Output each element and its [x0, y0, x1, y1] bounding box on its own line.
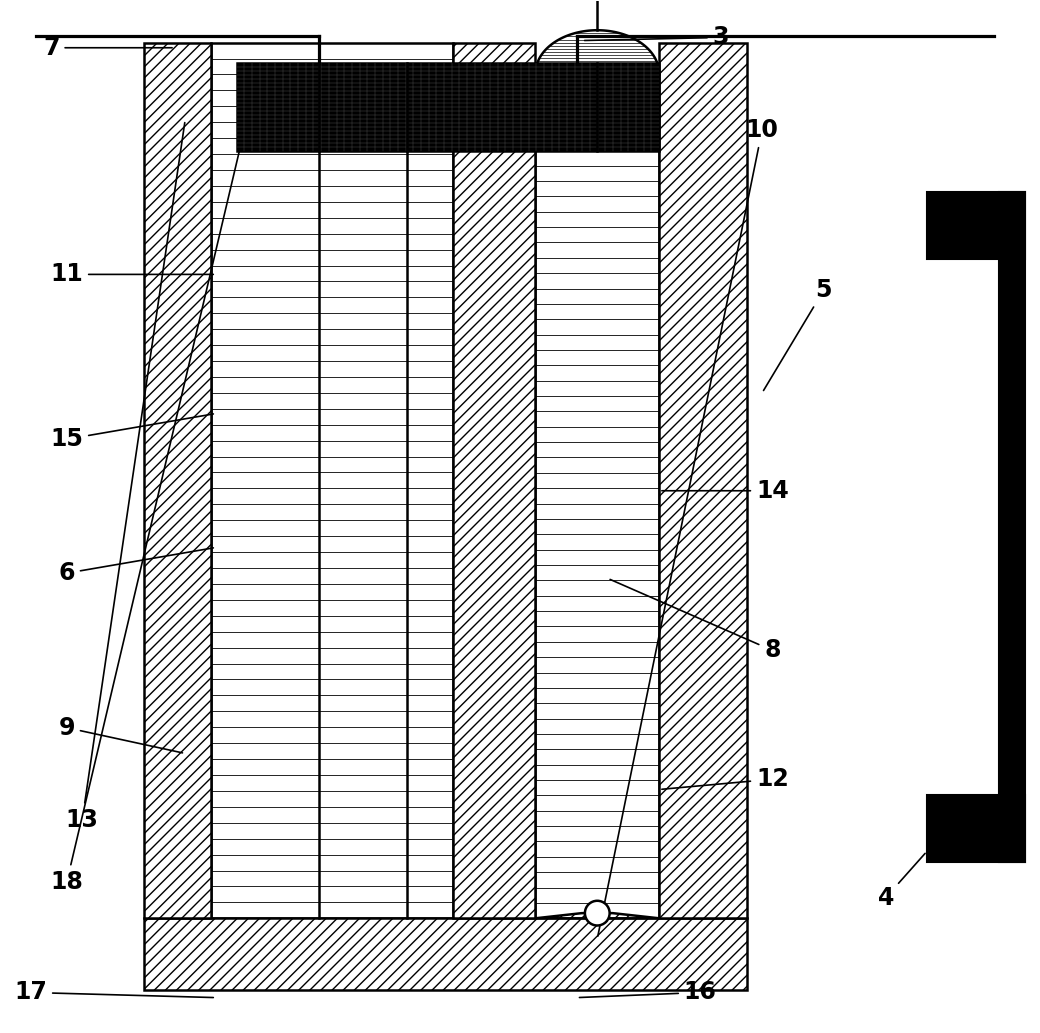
- Text: 16: 16: [579, 980, 717, 1004]
- Text: 12: 12: [661, 768, 788, 791]
- Bar: [211, 42, 453, 918]
- Circle shape: [584, 901, 609, 926]
- Text: 6: 6: [58, 547, 213, 585]
- Bar: [144, 42, 211, 918]
- Text: 14: 14: [661, 478, 788, 503]
- Text: 5: 5: [763, 278, 832, 390]
- Bar: [453, 42, 536, 918]
- Polygon shape: [536, 913, 659, 918]
- Text: 18: 18: [50, 144, 241, 895]
- Text: 8: 8: [610, 580, 781, 662]
- Text: 9: 9: [58, 716, 182, 753]
- Bar: [999, 192, 1024, 862]
- Text: 7: 7: [43, 36, 172, 60]
- Text: 10: 10: [598, 118, 779, 936]
- Text: 17: 17: [15, 980, 213, 1004]
- Text: 13: 13: [66, 123, 185, 833]
- Text: 4: 4: [878, 853, 926, 910]
- Text: 11: 11: [50, 262, 213, 286]
- Bar: [536, 73, 659, 918]
- Bar: [927, 192, 1024, 259]
- Bar: [927, 794, 1024, 862]
- Text: 15: 15: [50, 414, 213, 451]
- Bar: [144, 918, 747, 991]
- Bar: [237, 63, 659, 151]
- Bar: [659, 42, 747, 918]
- Text: 3: 3: [584, 26, 729, 50]
